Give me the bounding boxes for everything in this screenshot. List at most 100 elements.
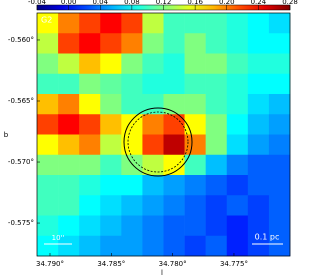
heatmap-cell bbox=[100, 53, 122, 75]
heatmap-cell bbox=[58, 154, 80, 176]
colorbar-tick-label: 0.04 bbox=[92, 0, 108, 6]
heatmap-cell bbox=[37, 33, 59, 54]
heatmap-cell bbox=[142, 134, 164, 156]
heatmap-cell bbox=[100, 195, 122, 216]
heatmap-cell bbox=[184, 215, 206, 237]
heatmap-cell bbox=[268, 215, 291, 237]
x-tick-label: 34.785° bbox=[97, 260, 125, 268]
heatmap-cell bbox=[79, 215, 101, 237]
colorbar-tick-label: -0.04 bbox=[28, 0, 47, 6]
y-axis-label: b bbox=[4, 131, 9, 139]
heatmap-cell bbox=[205, 94, 228, 115]
heatmap-cell bbox=[205, 195, 228, 216]
heatmap-cell bbox=[268, 195, 291, 216]
heatmap-cell bbox=[79, 13, 101, 34]
heatmap-cell bbox=[226, 73, 249, 95]
colorbar-tick-label: 0.00 bbox=[61, 0, 77, 6]
scale-label: 0.1 pc bbox=[255, 233, 280, 242]
heatmap-cell bbox=[205, 33, 228, 54]
heatmap-cell bbox=[37, 53, 59, 75]
heatmap-cell bbox=[37, 114, 59, 135]
heatmap-cell bbox=[79, 134, 101, 156]
heatmap-cell bbox=[163, 73, 185, 95]
heatmap-cell bbox=[247, 33, 270, 54]
heatmap-cell bbox=[79, 114, 101, 135]
heatmap-cell bbox=[142, 195, 164, 216]
heatmap-cell bbox=[58, 73, 80, 95]
heatmap-cell bbox=[142, 13, 164, 34]
heatmap-cell bbox=[226, 13, 249, 34]
heatmap-cell bbox=[142, 235, 164, 257]
heatmap-cell bbox=[37, 134, 59, 156]
heatmap-cell bbox=[58, 114, 80, 135]
colorbar-tick-label: 0.16 bbox=[187, 0, 203, 6]
heatmap-cell bbox=[247, 94, 270, 115]
heatmap-cell bbox=[268, 175, 291, 196]
heatmap-cell bbox=[184, 94, 206, 115]
heatmap-cell bbox=[100, 114, 122, 135]
y-tick-label: -0.565° bbox=[8, 97, 34, 105]
heatmap-cell bbox=[100, 134, 122, 156]
heatmap-cell bbox=[37, 195, 59, 216]
heatmap-cell bbox=[184, 175, 206, 196]
heatmap-cell bbox=[79, 33, 101, 54]
heatmap-cell bbox=[163, 13, 185, 34]
x-tick-label: 34.780° bbox=[159, 260, 187, 268]
heatmap-cell bbox=[79, 73, 101, 95]
heatmap-cell bbox=[247, 235, 270, 257]
colorbar-tick-label: 0.24 bbox=[251, 0, 267, 6]
heatmap-cell bbox=[184, 134, 206, 156]
heatmap-cell bbox=[79, 175, 101, 196]
x-tick-label: 34.775° bbox=[220, 260, 248, 268]
heatmap-cell bbox=[163, 134, 185, 156]
heatmap-cell bbox=[205, 134, 228, 156]
heatmap-cell bbox=[226, 175, 249, 196]
heatmap-cell bbox=[184, 154, 206, 176]
heatmap-cell bbox=[58, 33, 80, 54]
heatmap-cell bbox=[142, 94, 164, 115]
heatmap-cell bbox=[226, 94, 249, 115]
heatmap-cell bbox=[247, 215, 270, 237]
heatmap-cell bbox=[163, 53, 185, 75]
heatmap-cell bbox=[58, 175, 80, 196]
heatmap-cell bbox=[100, 94, 122, 115]
heatmap-cell bbox=[121, 94, 143, 115]
heatmap-cell bbox=[58, 53, 80, 75]
heatmap-cell bbox=[184, 114, 206, 135]
heatmap-cell bbox=[247, 73, 270, 95]
heatmap-cell bbox=[58, 195, 80, 216]
heatmap-cell bbox=[205, 235, 228, 257]
heatmap-cell bbox=[121, 53, 143, 75]
heatmap-cell bbox=[184, 33, 206, 54]
heatmap-cell bbox=[121, 73, 143, 95]
heatmap-cell bbox=[58, 94, 80, 115]
x-axis-label: l bbox=[161, 269, 163, 277]
heatmap-cell bbox=[121, 13, 143, 34]
heatmap-cell bbox=[163, 235, 185, 257]
heatmap-cell bbox=[226, 53, 249, 75]
heatmap-cell bbox=[268, 154, 291, 176]
heatmap-cell bbox=[142, 53, 164, 75]
heatmap-cell bbox=[163, 33, 185, 54]
heatmap-cell bbox=[79, 53, 101, 75]
chart: 10'' 0.1 pc G2 b l -0.04 0.00 0.04 0.08 0.12… bbox=[4, 0, 298, 277]
heatmap-cell bbox=[268, 73, 291, 95]
heatmap-cell bbox=[184, 13, 206, 34]
heatmap-cell bbox=[37, 13, 59, 34]
heatmap-cell bbox=[142, 73, 164, 95]
heatmap-cell bbox=[37, 94, 59, 115]
heatmap-cell bbox=[121, 215, 143, 237]
heatmap-cell bbox=[205, 215, 228, 237]
heatmap-cell bbox=[37, 73, 59, 95]
heatmap-cell bbox=[121, 114, 143, 135]
heatmap-cell bbox=[142, 175, 164, 196]
heatmap-cell bbox=[142, 154, 164, 176]
heatmap-cell bbox=[58, 215, 80, 237]
colorbar-tick-label: 0.08 bbox=[124, 0, 140, 6]
y-tick-label: -0.575° bbox=[8, 219, 34, 227]
heatmap-cell bbox=[37, 235, 59, 257]
heatmap-cell bbox=[121, 235, 143, 257]
heatmap-cell bbox=[163, 195, 185, 216]
heatmap-cell bbox=[226, 235, 249, 257]
heatmap-cell bbox=[247, 13, 270, 34]
